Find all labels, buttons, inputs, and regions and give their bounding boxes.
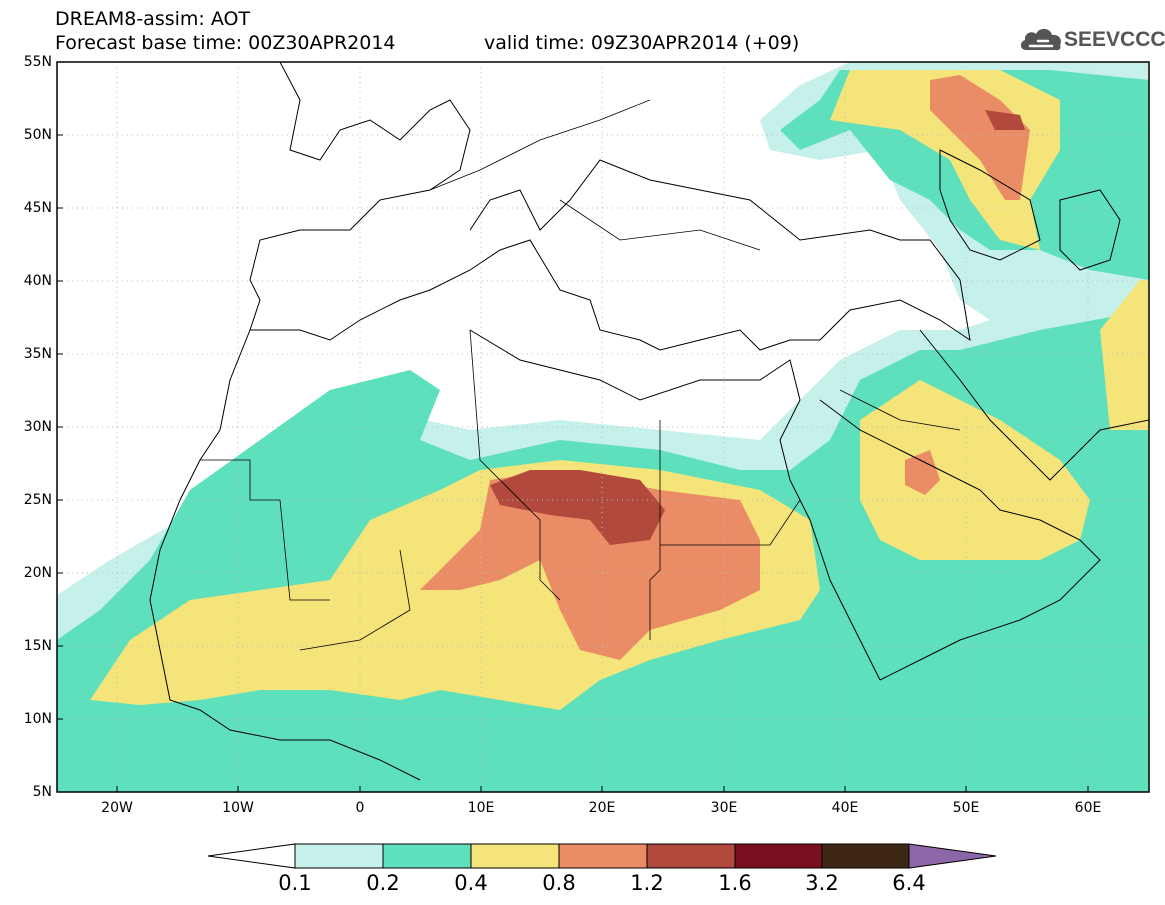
colorbar-cell [470, 843, 560, 869]
colorbar-cell [382, 843, 472, 869]
colorbar-low-arrow [207, 843, 296, 869]
lon-label: 30E [710, 800, 738, 816]
lon-label: 50E [952, 800, 980, 816]
lon-label: 10E [467, 800, 495, 816]
lat-label: 50N [23, 127, 52, 143]
lat-label: 5N [32, 784, 52, 800]
colorbar-cell [821, 843, 910, 869]
axis-ticks [57, 61, 1089, 792]
lat-label: 30N [23, 419, 52, 435]
lon-label: 40E [831, 800, 859, 816]
aot-band-0.8-east [905, 450, 940, 495]
aot-band-1.2-north [985, 110, 1025, 130]
colorbar-high-arrow [908, 843, 997, 869]
colorbar-cell [646, 843, 736, 869]
lat-label: 40N [23, 273, 52, 289]
colorbar-label: 0.1 [278, 871, 312, 895]
lat-label: 20N [23, 565, 52, 581]
aot-band-0.8-north [930, 75, 1030, 200]
seevccc-logo: SEEVCCC [1018, 24, 1165, 56]
lon-label: 20W [101, 800, 133, 816]
colorbar-label: 0.8 [542, 871, 576, 895]
lon-label: 60E [1074, 800, 1102, 816]
chart-title: DREAM8-assim: AOT [55, 8, 251, 30]
lat-label: 10N [23, 711, 52, 727]
lon-label: 20E [588, 800, 616, 816]
aot-band-0.8 [420, 470, 760, 660]
lat-label: 55N [23, 54, 52, 70]
valid-time-label: valid time: 09Z30APR2014 (+09) [484, 32, 800, 54]
graticule [57, 62, 1149, 792]
colorbar-label: 1.6 [718, 871, 752, 895]
lon-label: 0 [355, 800, 365, 816]
colorbar-label: 0.2 [366, 871, 400, 895]
aot-band-0.4-east [860, 380, 1090, 560]
logo-text: SEEVCCC [1064, 28, 1165, 51]
colorbar-cell [558, 843, 648, 869]
colorbar-label: 3.2 [805, 871, 839, 895]
colorbar-label: 6.4 [892, 871, 926, 895]
colorbar-cell [734, 843, 823, 869]
lat-label: 45N [23, 200, 52, 216]
aot-band-0.4-eastedge [1100, 280, 1149, 430]
base-time-label: Forecast base time: 00Z30APR2014 [55, 32, 396, 54]
colorbar-cell [294, 843, 384, 869]
lat-label: 25N [23, 492, 52, 508]
coastlines [149, 62, 1149, 781]
lon-label: 10W [222, 800, 254, 816]
colorbar-label: 0.4 [454, 871, 488, 895]
borders [200, 99, 961, 651]
colorbar [207, 843, 997, 869]
colorbar-label: 1.2 [630, 871, 664, 895]
aot-band-1.2 [490, 470, 665, 545]
lat-label: 15N [23, 638, 52, 654]
lat-label: 35N [23, 346, 52, 362]
cloud-icon [1020, 28, 1062, 51]
